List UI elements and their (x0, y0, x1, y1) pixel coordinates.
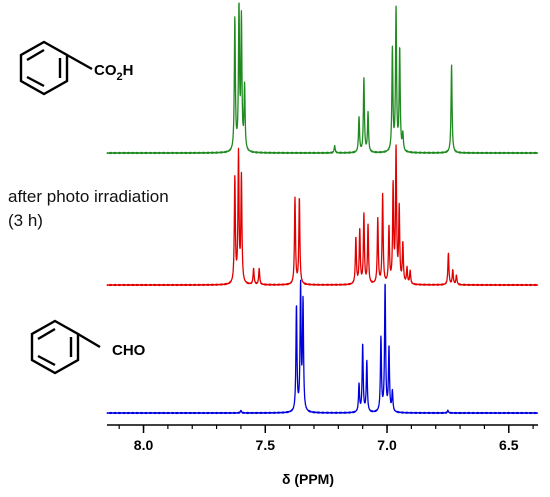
irradiation-note: after photo irradiation (8, 187, 169, 206)
irradiation-time: (3 h) (8, 211, 43, 230)
x-axis: 8.0 7.5 7.0 6.5 (107, 424, 538, 453)
x-tick-label: 8.0 (134, 437, 154, 453)
spectrum-benzaldehyde (106, 279, 539, 415)
benzaldehyde-structure (30, 319, 101, 375)
x-tick-label: 6.5 (499, 437, 519, 453)
spectra-group (106, 2, 539, 415)
spectrum-after-irradiation (106, 144, 539, 287)
x-axis-title: δ (PPM) (282, 471, 334, 487)
x-tick-label: 7.0 (377, 437, 397, 453)
benzoic-acid-label: CO2H (94, 62, 133, 83)
benzaldehyde-label: CHO (112, 342, 146, 359)
benzoic-acid-structure (19, 40, 93, 96)
spectrum-benzoic-acid (106, 2, 539, 155)
x-tick-label: 7.5 (256, 437, 276, 453)
